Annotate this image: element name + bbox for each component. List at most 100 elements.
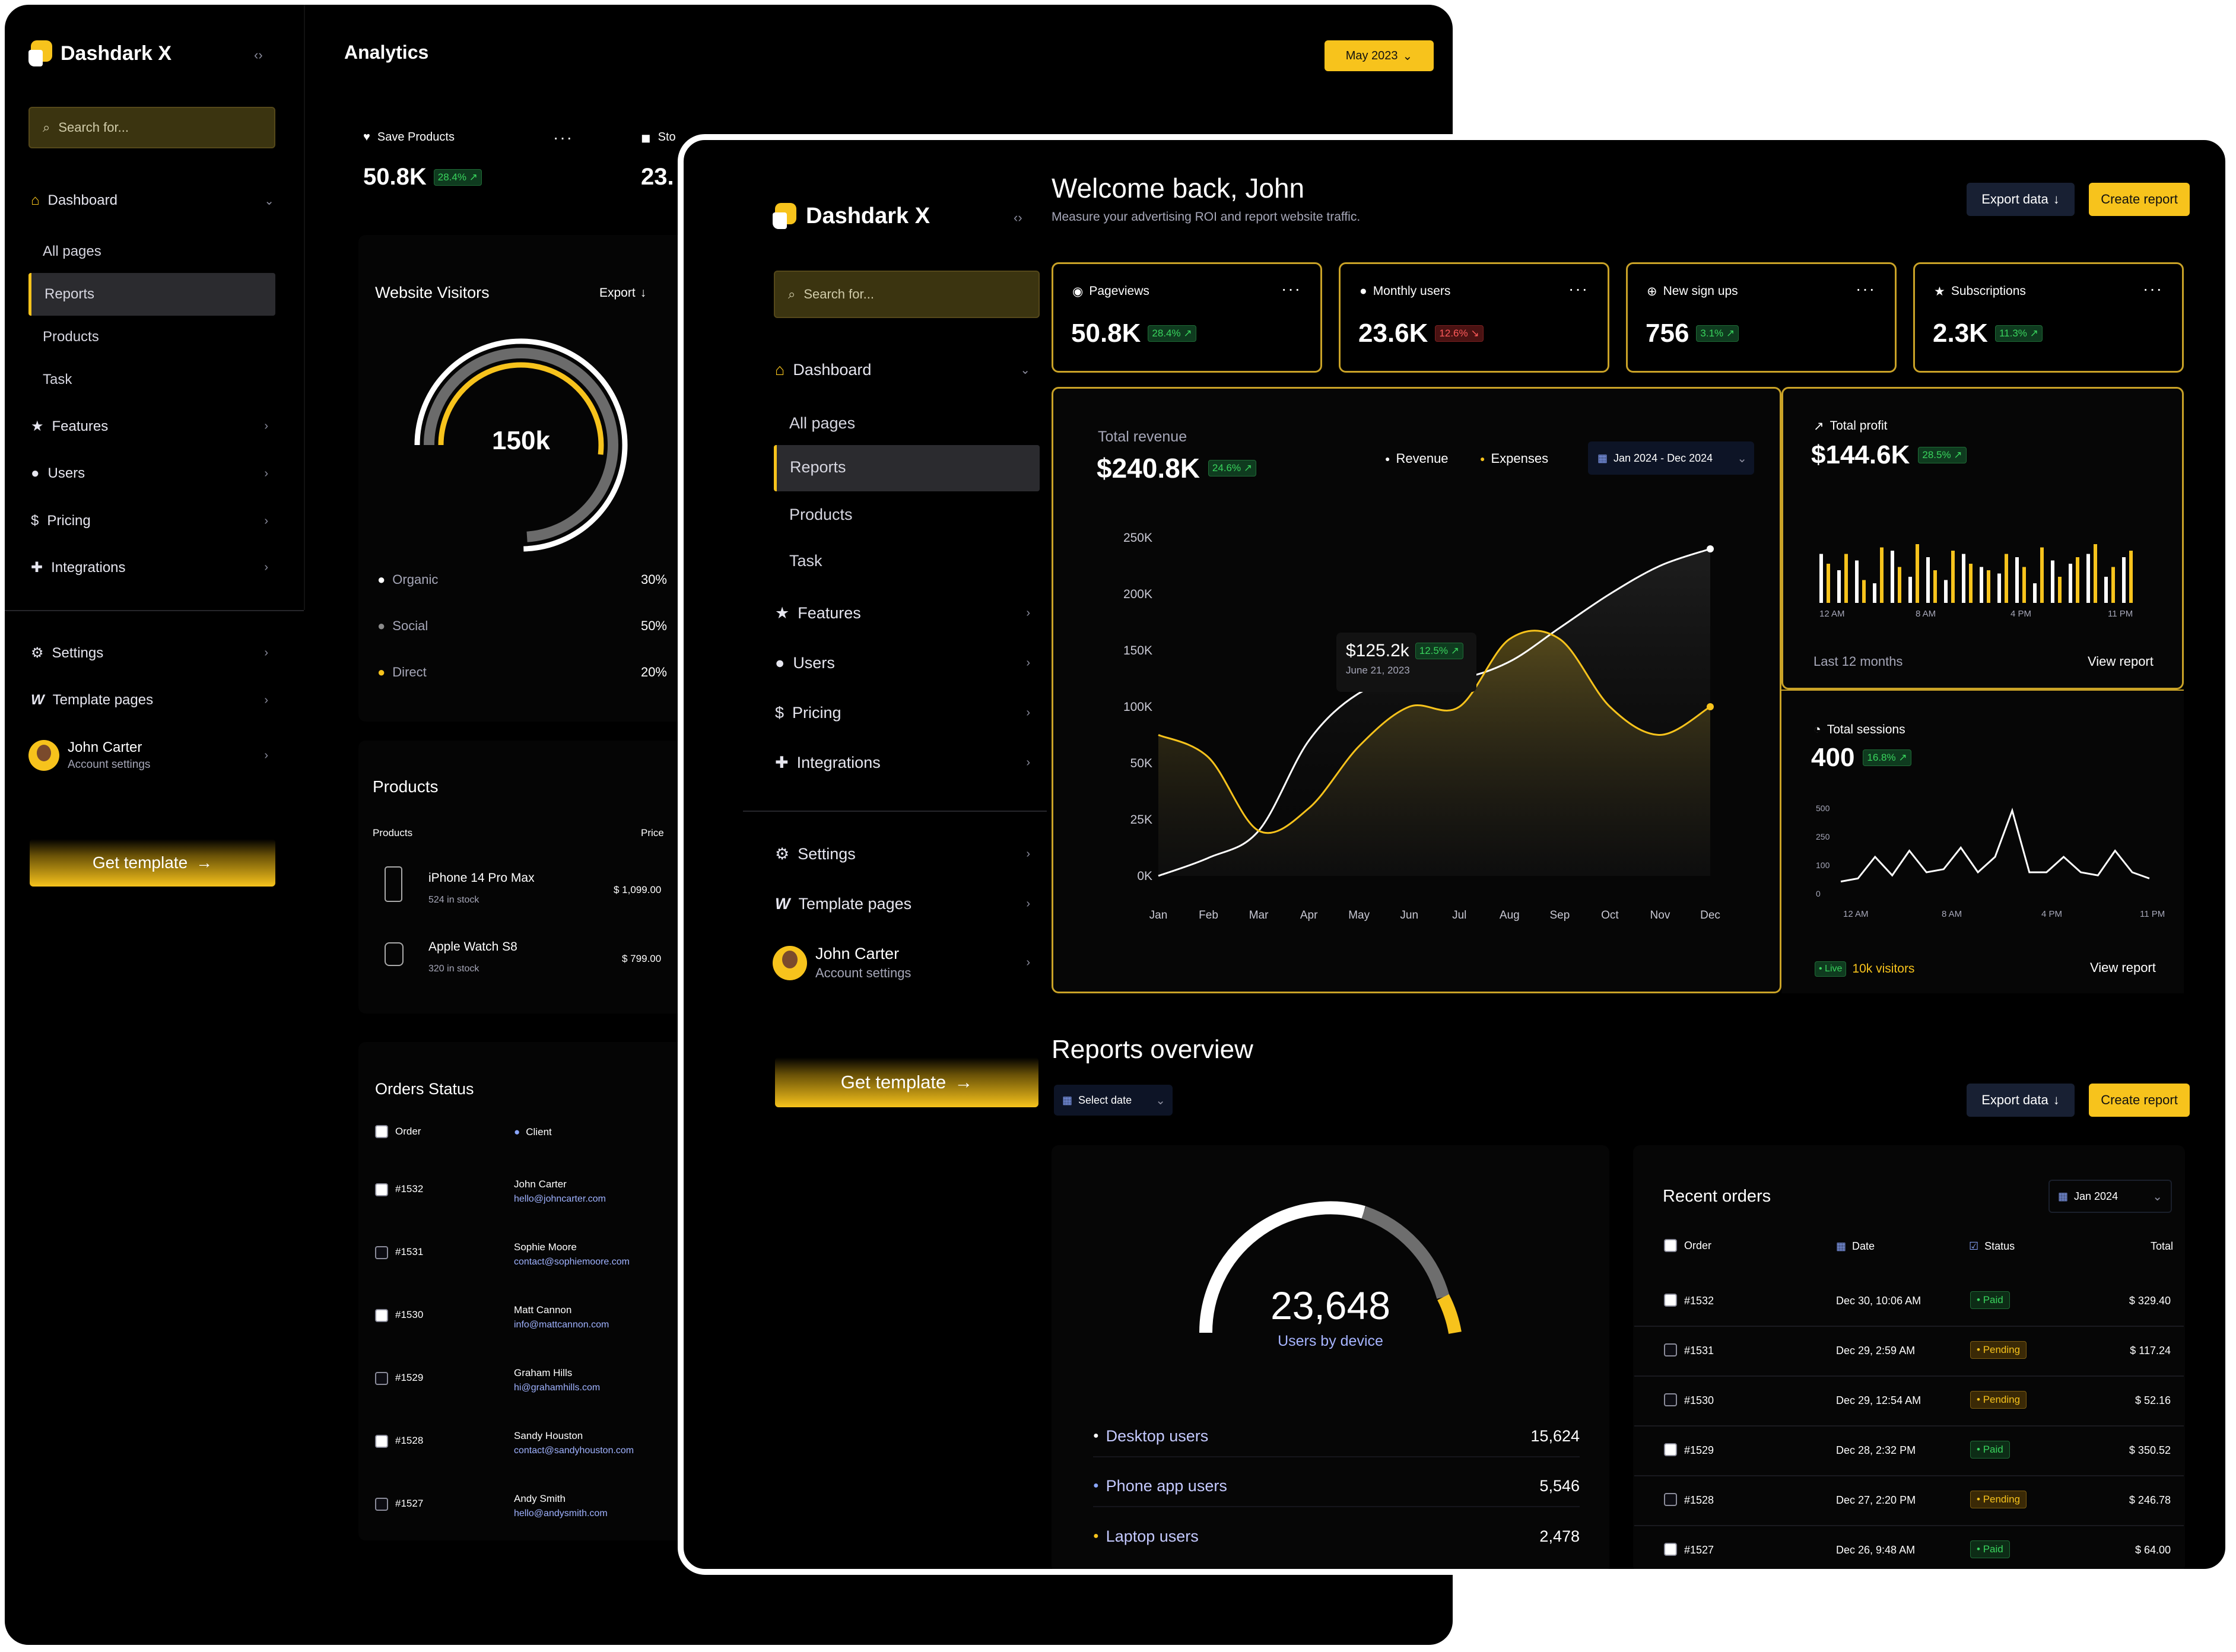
more-options-icon[interactable]: ··· bbox=[2143, 279, 2163, 298]
stat-label-row: ⊕ New sign ups bbox=[1647, 284, 1738, 299]
order-row[interactable]: #1529 Dec 28, 2:32 PM • Paid $ 350.52 bbox=[1634, 1427, 2184, 1476]
client-email: contact@sandyhouston.com bbox=[514, 1446, 634, 1456]
sidebar-item-template-pages[interactable]: W Template pages › bbox=[31, 692, 268, 709]
puzzle-icon: ✚ bbox=[31, 560, 43, 576]
sidebar-item-features[interactable]: ★ Features › bbox=[31, 418, 268, 435]
more-options-icon[interactable]: ··· bbox=[553, 128, 573, 147]
row-checkbox[interactable] bbox=[1664, 1543, 1677, 1556]
brand-logo[interactable]: Dashdark X bbox=[773, 203, 930, 229]
sidebar-item-users[interactable]: ● Users › bbox=[775, 654, 1030, 672]
stat-card: ★ Subscriptions ··· 2.3K 11.3% ↗ bbox=[1913, 262, 2184, 373]
row-checkbox[interactable] bbox=[375, 1309, 388, 1322]
order-row[interactable]: #1527 Dec 26, 9:48 AM • Paid $ 64.00 bbox=[1634, 1526, 2184, 1569]
profit-bar bbox=[1827, 564, 1830, 603]
product-stock: 320 in stock bbox=[428, 964, 479, 974]
row-checkbox[interactable] bbox=[375, 1435, 388, 1448]
legend-expenses: ● Expenses bbox=[1480, 451, 1548, 466]
stat-label: Monthly users bbox=[1373, 284, 1451, 298]
sidebar-item-integrations[interactable]: ✚ Integrations › bbox=[31, 559, 268, 576]
collapse-icon[interactable]: ‹› bbox=[1014, 210, 1022, 225]
sidebar-item-integrations[interactable]: ✚ Integrations › bbox=[775, 754, 1030, 772]
more-options-icon[interactable]: ··· bbox=[1856, 279, 1876, 298]
revenue-date-range[interactable]: ▦ Jan 2024 - Dec 2024 ⌄ bbox=[1588, 441, 1754, 475]
row-checkbox[interactable] bbox=[1664, 1493, 1677, 1506]
profit-bar bbox=[1916, 544, 1919, 603]
sidebar-label: Integrations bbox=[51, 559, 126, 576]
get-template-button[interactable]: Get template → bbox=[775, 1057, 1038, 1107]
sidebar-item-settings[interactable]: ⚙ Settings › bbox=[31, 644, 268, 662]
dot-icon: ● bbox=[1093, 1531, 1099, 1541]
order-row[interactable]: #1528 Sandy Houston contact@sandyhouston.c… bbox=[375, 1430, 672, 1478]
create-report-button[interactable]: Create report bbox=[2089, 1084, 2190, 1117]
sidebar-item-pricing[interactable]: $ Pricing › bbox=[775, 704, 1030, 722]
select-date-dropdown[interactable]: ▦ Select date ⌄ bbox=[1054, 1085, 1173, 1116]
order-row[interactable]: #1527 Andy Smith hello@andysmith.com bbox=[375, 1493, 672, 1540]
y-tick-label: 0 bbox=[1816, 889, 1821, 898]
row-checkbox[interactable] bbox=[1664, 1343, 1677, 1356]
row-checkbox[interactable] bbox=[1664, 1393, 1677, 1406]
x-tick-label: 4 PM bbox=[2041, 909, 2063, 919]
more-options-icon[interactable]: ··· bbox=[1281, 279, 1301, 298]
sidebar-item-users[interactable]: ● Users › bbox=[31, 465, 268, 482]
legend-label: Expenses bbox=[1491, 451, 1549, 466]
sidebar-label: Features bbox=[52, 418, 109, 434]
row-checkbox[interactable] bbox=[375, 1372, 388, 1385]
account-menu[interactable]: John Carter Account settings › bbox=[28, 739, 268, 771]
brand-logo[interactable]: Dashdark X bbox=[28, 40, 171, 66]
row-checkbox[interactable] bbox=[375, 1498, 388, 1511]
row-checkbox[interactable] bbox=[375, 1183, 388, 1196]
search-input[interactable]: ⌕ Search for... bbox=[774, 271, 1040, 318]
order-row[interactable]: #1529 Graham Hills hi@grahamhills.com bbox=[375, 1367, 672, 1415]
sidebar-item-task[interactable]: Task bbox=[789, 552, 822, 570]
order-row[interactable]: #1532 Dec 30, 10:06 AM • Paid $ 329.40 bbox=[1634, 1277, 2184, 1327]
get-template-button[interactable]: Get template → bbox=[30, 839, 275, 887]
export-button[interactable]: Export ↓ bbox=[599, 286, 646, 300]
account-menu[interactable]: John Carter Account settings › bbox=[773, 945, 1030, 981]
date-select-button[interactable]: May 2023 ⌄ bbox=[1325, 40, 1434, 71]
collapse-icon[interactable]: ‹› bbox=[254, 47, 263, 62]
create-report-button[interactable]: Create report bbox=[2089, 183, 2190, 216]
row-checkbox[interactable] bbox=[1664, 1443, 1677, 1456]
select-all-checkbox[interactable] bbox=[375, 1125, 388, 1138]
order-row[interactable]: #1530 Dec 29, 12:54 AM • Pending $ 52.16 bbox=[1634, 1377, 2184, 1427]
client-name: Sandy Houston bbox=[514, 1430, 583, 1441]
sidebar-item-dashboard[interactable]: ⌂ Dashboard ⌄ bbox=[31, 192, 274, 209]
sidebar-item-features[interactable]: ★ Features › bbox=[775, 604, 1030, 622]
sidebar-item-settings[interactable]: ⚙ Settings › bbox=[775, 845, 1030, 863]
sidebar-item-task[interactable]: Task bbox=[43, 371, 72, 387]
product-name[interactable]: iPhone 14 Pro Max bbox=[428, 871, 535, 885]
sidebar-item-reports[interactable]: Reports bbox=[28, 273, 275, 316]
row-checkbox[interactable] bbox=[375, 1246, 388, 1259]
calendar-icon: ▦ bbox=[1062, 1094, 1073, 1106]
star-icon: ★ bbox=[775, 604, 790, 622]
select-all-checkbox[interactable] bbox=[1664, 1239, 1677, 1252]
front-dashboard-window: Dashdark X ‹› ⌕ Search for... ⌂ Dashboard… bbox=[678, 134, 2231, 1575]
sidebar-item-all-pages[interactable]: All pages bbox=[789, 414, 856, 432]
device-item: ● Laptop users 2,478 bbox=[1093, 1516, 1580, 1557]
order-row[interactable]: #1531 Dec 29, 2:59 AM • Pending $ 117.24 bbox=[1634, 1327, 2184, 1377]
sidebar-item-pricing[interactable]: $ Pricing › bbox=[31, 513, 268, 529]
sessions-view-report-link[interactable]: View report bbox=[2090, 960, 2156, 975]
export-data-button[interactable]: Export data ↓ bbox=[1967, 183, 2075, 216]
search-input[interactable]: ⌕ Search for... bbox=[28, 107, 275, 148]
profit-view-report-link[interactable]: View report bbox=[2088, 654, 2154, 669]
orders-date-filter[interactable]: ▦ Jan 2024 ⌄ bbox=[2048, 1180, 2172, 1213]
sidebar-item-products[interactable]: Products bbox=[43, 329, 99, 345]
sidebar-item-all-pages[interactable]: All pages bbox=[43, 243, 101, 259]
client-email: hi@grahamhills.com bbox=[514, 1383, 601, 1393]
sidebar-item-reports[interactable]: Reports bbox=[774, 445, 1040, 491]
dot-icon: ● bbox=[377, 572, 386, 587]
sidebar-item-products[interactable]: Products bbox=[789, 506, 853, 523]
product-name[interactable]: Apple Watch S8 bbox=[428, 940, 517, 954]
order-row[interactable]: #1531 Sophie Moore contact@sophiemoore.com bbox=[375, 1241, 672, 1289]
order-row[interactable]: #1532 John Carter hello@johncarter.com bbox=[375, 1178, 672, 1226]
order-row[interactable]: #1528 Dec 27, 2:20 PM • Pending $ 246.78 bbox=[1634, 1476, 2184, 1526]
sidebar-item-template-pages[interactable]: W Template pages › bbox=[775, 895, 1030, 913]
row-checkbox[interactable] bbox=[1664, 1294, 1677, 1307]
sidebar-item-dashboard[interactable]: ⌂ Dashboard ⌄ bbox=[775, 361, 1030, 379]
export-data-button[interactable]: Export data ↓ bbox=[1967, 1084, 2075, 1117]
more-options-icon[interactable]: ··· bbox=[1568, 279, 1589, 298]
welcome-subtitle: Measure your advertising ROI and report … bbox=[1052, 210, 1361, 224]
x-tick-label: 12 AM bbox=[1819, 609, 1845, 619]
order-row[interactable]: #1530 Matt Cannon info@mattcannon.com bbox=[375, 1304, 672, 1352]
